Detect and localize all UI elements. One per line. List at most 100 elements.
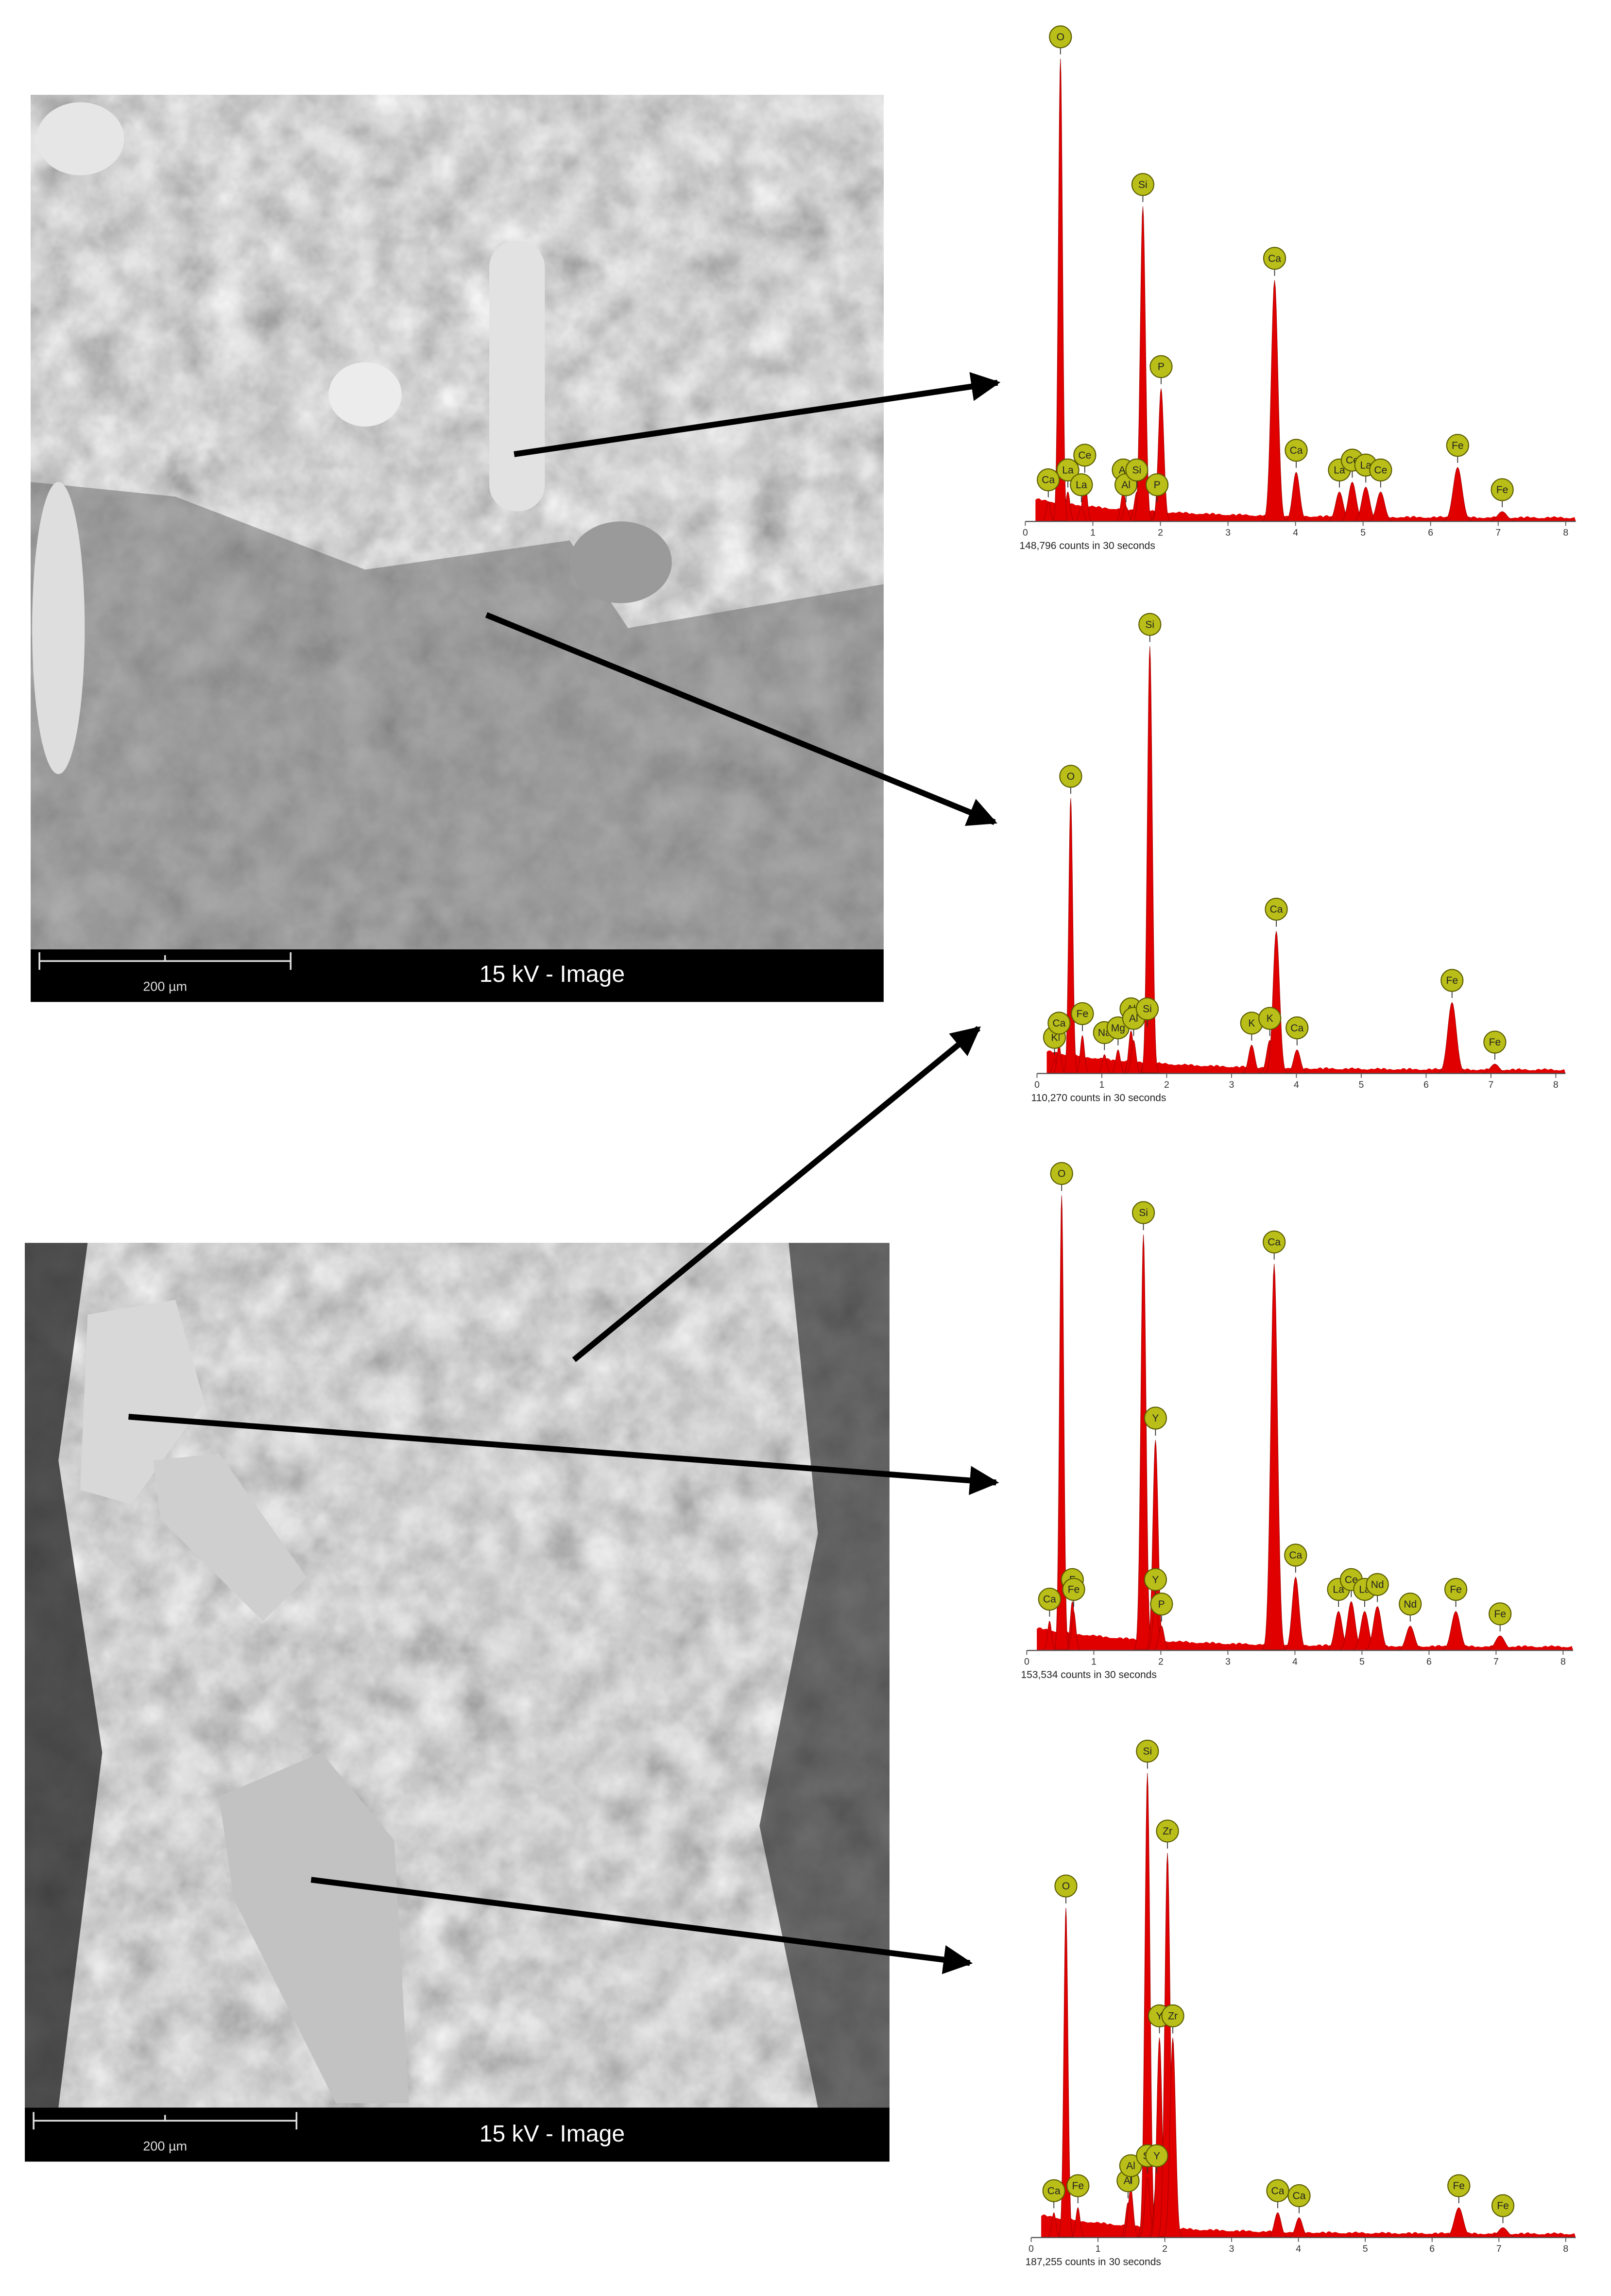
image-grain: [569, 521, 672, 603]
spectrum-caption: 187,255 counts in 30 seconds: [1025, 2256, 1161, 2267]
element-label: Fe: [1494, 1609, 1506, 1620]
spectrum-caption: 148,796 counts in 30 seconds: [1019, 540, 1155, 551]
scale-label: 200 µm: [143, 2139, 187, 2153]
label-badge: [1144, 1568, 1167, 1591]
element-label: O: [1067, 771, 1075, 782]
x-tick-label: 3: [1225, 1656, 1231, 1667]
element-label: La: [1360, 460, 1372, 471]
element-label: Y: [1153, 2150, 1160, 2161]
element-label: Al: [1121, 480, 1131, 491]
label-badge: [1054, 1874, 1078, 1898]
x-tick-label: 0: [1028, 2244, 1034, 2254]
label-badge: [1491, 478, 1514, 501]
spectrum-chart: 0 1 2 3 4 5 6 7 8 110,270 counts in 30 seconds K Ca…: [1031, 613, 1566, 1103]
x-tick-label: 1: [1091, 1656, 1097, 1667]
label-badge: [1284, 1543, 1307, 1567]
label-badge: [1144, 1406, 1167, 1430]
image-bar: [31, 949, 884, 1002]
label-badge: [1135, 997, 1159, 1021]
x-tick-label: 4: [1292, 1656, 1298, 1667]
continuum: [1041, 2214, 1576, 2238]
element-label: O: [1058, 1168, 1065, 1180]
x-tick-label: 3: [1229, 1079, 1234, 1090]
image-grain: [328, 362, 402, 427]
x-tick-label: 8: [1560, 1656, 1566, 1667]
element-label: Nd: [1371, 1579, 1384, 1591]
peak: [1133, 206, 1152, 521]
peak: [1262, 1264, 1286, 1650]
x-tick-label: 5: [1360, 527, 1366, 538]
scale-label: 200 µm: [143, 979, 187, 994]
label-badge: [1156, 1819, 1179, 1843]
element-label: K: [1051, 1032, 1058, 1043]
label-badge: [1062, 1577, 1085, 1601]
arrow: [514, 372, 1001, 457]
label-badge: [1263, 247, 1286, 270]
label-badge: [1447, 2174, 1471, 2197]
element-label: Al: [1119, 464, 1128, 476]
element-label: Si: [1132, 464, 1142, 476]
element-label: O: [1062, 1881, 1070, 1892]
image-bar: [25, 2108, 890, 2162]
peak: [1152, 1626, 1171, 1651]
label-badge: [1161, 2004, 1184, 2027]
label-badge: [1125, 458, 1148, 481]
peak: [1440, 1611, 1472, 1651]
element-label: K: [1267, 1013, 1273, 1024]
scale-bar: [33, 2112, 298, 2130]
label-badge: [1444, 1577, 1468, 1601]
label-badge: [1049, 25, 1072, 49]
peak: [1366, 491, 1395, 522]
element-label: O: [1057, 32, 1064, 43]
peak: [1266, 2212, 1290, 2238]
element-label: Fe: [1077, 1008, 1089, 1019]
peak: [1097, 1054, 1113, 1074]
peak: [1284, 472, 1309, 522]
element-label: La: [1076, 480, 1087, 491]
x-tick-label: 7: [1495, 527, 1501, 538]
label-badge: [1070, 473, 1093, 497]
element-label: Ca: [1289, 1550, 1302, 1561]
image-label: 15 kV - Image: [480, 2121, 625, 2147]
element-label: Y: [1152, 1574, 1159, 1585]
sem-image: 200 µm 15 kV - Image: [25, 1243, 890, 2162]
label-badge: [1050, 1162, 1073, 1185]
peak: [1265, 931, 1288, 1074]
x-tick-label: 8: [1563, 527, 1568, 538]
label-badge: [1446, 434, 1469, 457]
peak: [1075, 1035, 1090, 1074]
element-label: Si: [1139, 1207, 1148, 1218]
label-badge: [1047, 1011, 1071, 1035]
element-label: Ce: [1374, 464, 1387, 476]
element-label: K: [1248, 1018, 1255, 1029]
label-badge: [1285, 1016, 1309, 1040]
image-grain: [80, 1300, 205, 1505]
x-tick-label: 6: [1426, 1656, 1432, 1667]
element-label: Si: [1138, 179, 1148, 190]
x-tick-label: 4: [1293, 527, 1298, 538]
x-tick-label: 4: [1296, 2244, 1301, 2254]
label-badge: [1056, 458, 1080, 481]
x-tick-label: 3: [1229, 2244, 1234, 2254]
element-label: Fe: [1450, 1584, 1462, 1595]
peak: [1283, 1576, 1308, 1651]
peak: [1063, 798, 1079, 1073]
image-shadow: [759, 1243, 890, 2108]
element-label: Fe: [1446, 975, 1458, 986]
peak: [1286, 2217, 1312, 2238]
image-grain: [32, 482, 85, 774]
x-tick-label: 2: [1158, 527, 1163, 538]
label-badge: [1483, 1030, 1507, 1054]
label-badge: [1265, 897, 1288, 921]
peak: [1443, 2207, 1474, 2238]
image-region: [31, 482, 884, 950]
label-badge: [1071, 1002, 1094, 1026]
label-badge: [1399, 1593, 1422, 1616]
x-tick-label: 5: [1363, 2244, 1368, 2254]
x-tick-label: 8: [1563, 2244, 1568, 2254]
label-badge: [1131, 173, 1154, 196]
element-label: Ca: [1290, 1023, 1303, 1034]
continuum: [1035, 498, 1576, 522]
